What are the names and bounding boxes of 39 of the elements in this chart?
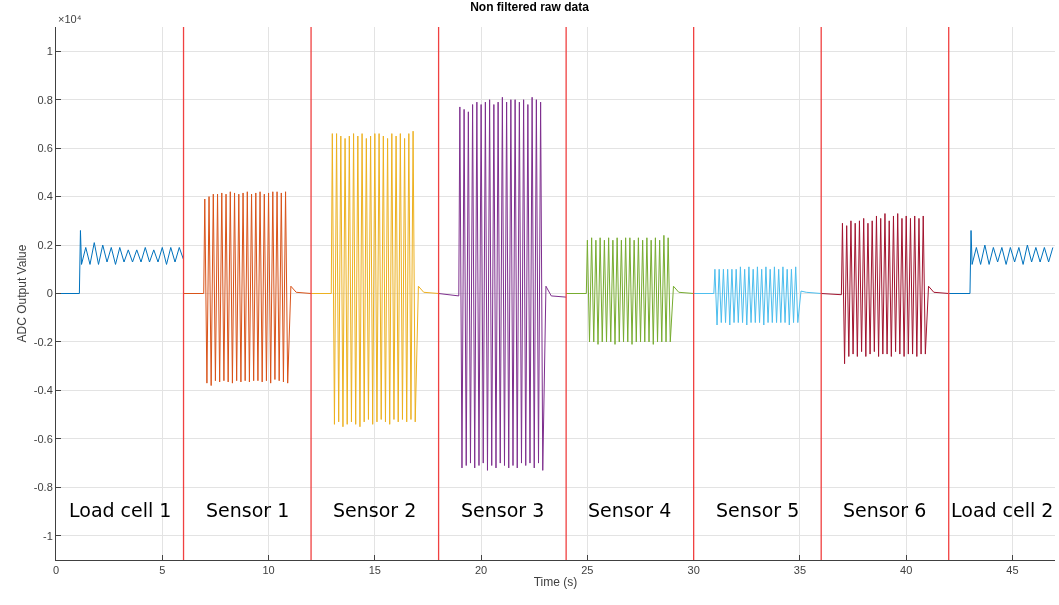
annotation: Sensor 2	[333, 499, 417, 521]
y-axis-title: ADC Output Value	[15, 244, 30, 343]
y-tick-label: 0.4	[37, 190, 53, 203]
x-tick-label: 35	[793, 564, 807, 577]
line-series	[693, 266, 822, 326]
annotation: Sensor 3	[461, 499, 545, 521]
y-tick-label: -0.4	[33, 384, 53, 397]
chart-title: Non filtered raw data	[470, 0, 590, 15]
line-series	[820, 213, 950, 365]
line-series	[438, 96, 567, 471]
y-tick-label: -0.6	[33, 432, 53, 445]
line-series	[183, 191, 312, 387]
y-tick-label: -0.2	[33, 335, 53, 348]
y-tick-label: 0.8	[37, 93, 53, 106]
x-tick-label: 15	[368, 564, 381, 577]
line-series	[948, 230, 1054, 294]
y-tick-label: -1	[43, 529, 53, 542]
x-tick-label: 5	[159, 564, 166, 577]
text: ×10⁴	[58, 13, 82, 25]
x-tick-label: 45	[1006, 564, 1019, 577]
x-tick-label: 10	[262, 564, 275, 577]
x-axis-title: Time (s)	[533, 575, 578, 590]
line-series	[565, 234, 695, 345]
x-tick-label: 30	[687, 564, 700, 577]
y-tick-label: 1	[46, 45, 53, 58]
annotation: Sensor 1	[206, 499, 290, 521]
y-tick-label: -0.8	[33, 481, 53, 494]
annotation: Load cell 1	[69, 499, 172, 521]
x-tick-label: 20	[474, 564, 488, 577]
annotation: Load cell 2	[951, 499, 1054, 521]
y-tick-label: 0	[46, 287, 53, 300]
line-series	[310, 130, 440, 428]
annotation: Sensor 4	[588, 499, 672, 521]
y-tick-label: 0.2	[37, 238, 53, 251]
annotation: Sensor 6	[843, 499, 927, 521]
x-tick-label: 40	[900, 564, 913, 577]
x-tick-label: 25	[581, 564, 594, 577]
y-tick-label: 0.6	[37, 141, 53, 154]
annotation: Sensor 5	[716, 499, 800, 521]
